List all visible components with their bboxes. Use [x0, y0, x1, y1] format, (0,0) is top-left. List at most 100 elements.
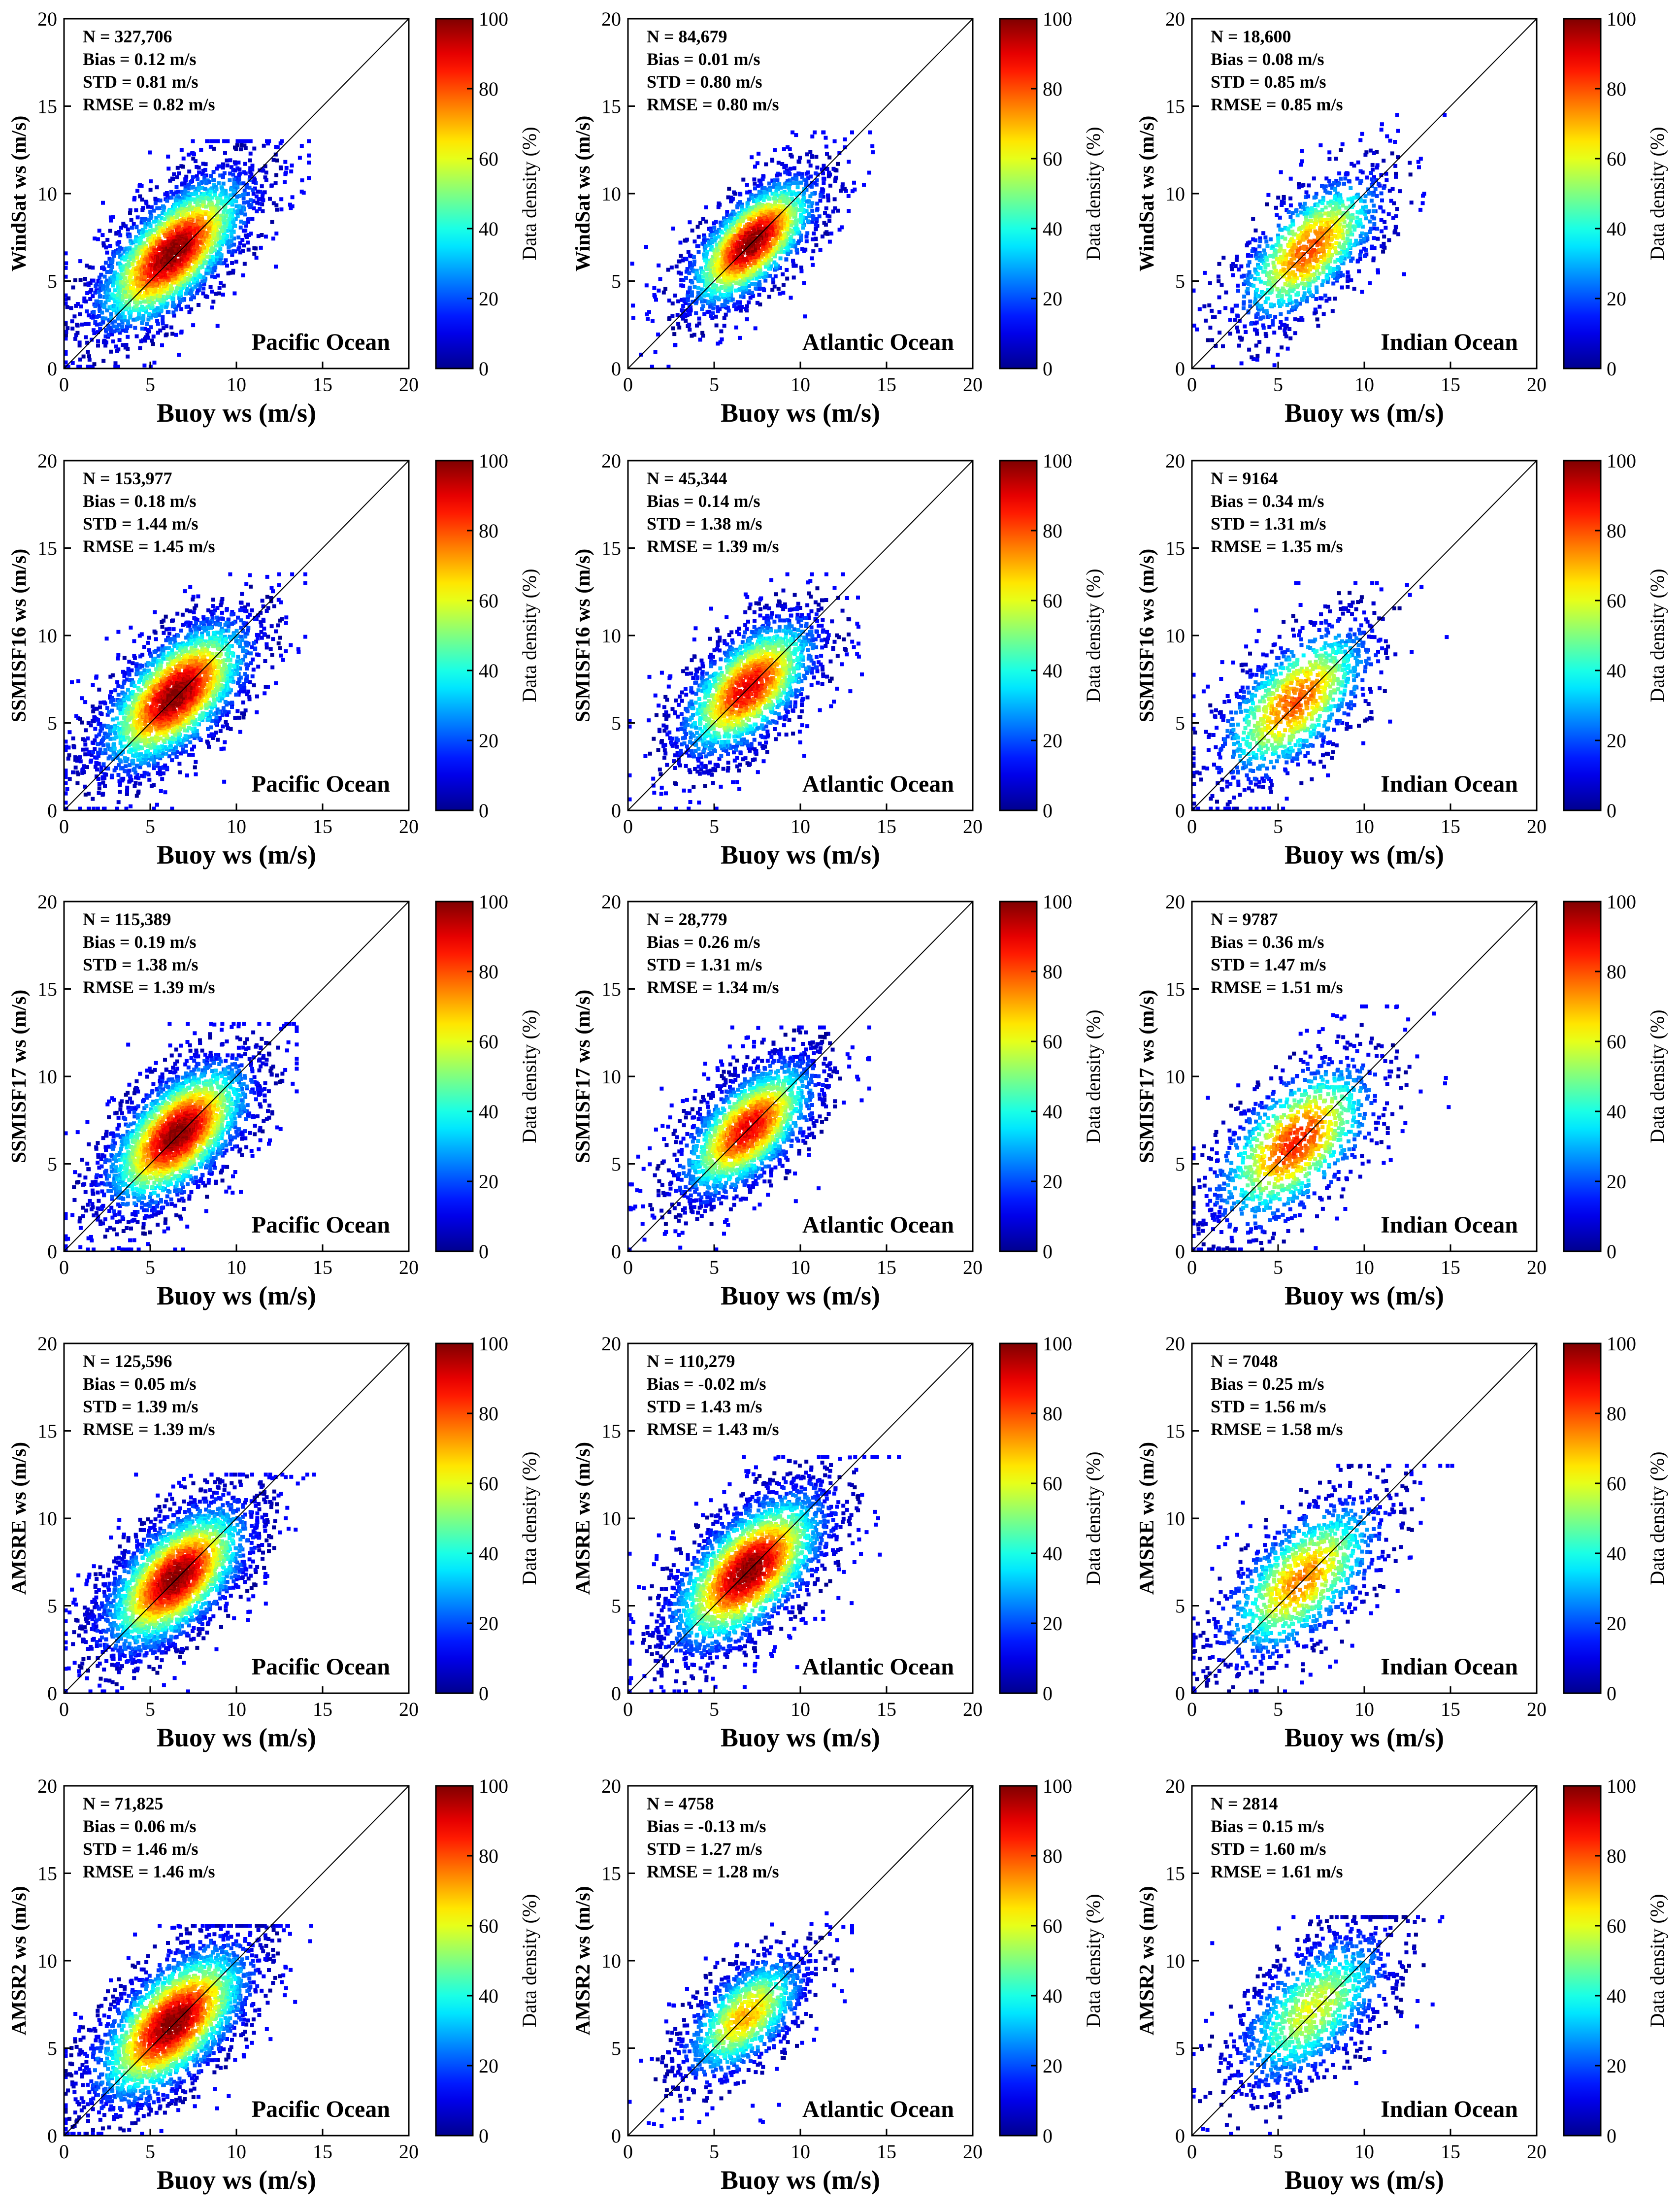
data-point	[1386, 212, 1391, 216]
data-point	[174, 196, 179, 201]
data-point	[745, 183, 749, 187]
data-point	[267, 139, 271, 143]
data-point	[270, 220, 274, 224]
data-point	[223, 200, 228, 204]
data-point	[747, 284, 751, 288]
data-point	[663, 287, 667, 291]
data-point	[209, 215, 214, 219]
colorbar	[435, 18, 474, 369]
data-point	[810, 208, 815, 213]
data-point	[208, 190, 213, 194]
data-point	[187, 169, 192, 174]
data-point	[230, 251, 234, 256]
data-point	[681, 316, 685, 321]
data-point	[248, 151, 253, 156]
data-point	[274, 232, 279, 235]
data-point	[816, 172, 820, 177]
data-point	[1380, 198, 1384, 202]
data-point	[155, 240, 159, 244]
data-point	[702, 242, 706, 246]
x-tick-label: 20	[963, 373, 983, 396]
data-point	[66, 365, 70, 368]
data-point	[97, 314, 101, 318]
data-point	[1266, 346, 1271, 351]
data-point	[684, 276, 688, 280]
data-point	[193, 285, 198, 289]
scatter-points	[1192, 113, 1447, 368]
region-label: Pacific Ocean	[252, 329, 390, 355]
data-point	[150, 258, 155, 263]
data-point	[122, 249, 127, 254]
data-point	[157, 292, 162, 296]
data-point	[234, 260, 238, 264]
data-point	[193, 200, 198, 204]
data-point	[779, 185, 783, 190]
data-point	[159, 287, 163, 292]
data-point	[230, 239, 234, 243]
data-point	[202, 174, 207, 179]
data-point	[1295, 302, 1299, 307]
data-point	[771, 277, 775, 282]
data-point	[750, 294, 755, 299]
data-point	[162, 205, 166, 210]
data-point	[1211, 365, 1215, 368]
data-point	[116, 365, 120, 368]
data-point	[172, 221, 176, 225]
data-point	[1244, 330, 1248, 334]
data-point	[254, 256, 259, 260]
data-point	[269, 184, 274, 188]
data-point	[781, 291, 786, 295]
data-point	[686, 250, 691, 254]
data-point	[110, 320, 115, 325]
data-point	[679, 254, 683, 258]
data-point	[1208, 326, 1213, 330]
data-point	[106, 333, 111, 337]
data-point	[630, 262, 634, 266]
data-point	[1255, 332, 1259, 336]
data-point	[789, 296, 793, 300]
data-point	[111, 283, 115, 288]
data-point	[136, 316, 141, 320]
data-point	[695, 271, 699, 276]
data-point	[123, 290, 128, 294]
data-point	[1367, 191, 1371, 196]
data-point	[788, 167, 792, 171]
data-point	[766, 188, 770, 192]
data-point	[123, 257, 128, 262]
data-point	[144, 335, 148, 339]
data-point	[666, 268, 670, 272]
data-point	[1288, 203, 1293, 207]
data-point	[192, 260, 197, 264]
data-point	[218, 238, 223, 243]
data-point	[299, 189, 304, 194]
data-point	[198, 199, 202, 203]
data-point	[151, 342, 155, 346]
data-point	[215, 215, 219, 219]
data-point	[751, 267, 755, 270]
data-point	[708, 241, 713, 245]
data-point	[768, 246, 773, 251]
data-point	[673, 293, 677, 298]
data-point	[162, 231, 166, 235]
data-point	[824, 135, 828, 140]
data-point	[264, 170, 268, 175]
data-point	[251, 199, 256, 203]
data-point	[83, 277, 87, 281]
data-point	[1230, 267, 1234, 271]
data-point	[1389, 199, 1393, 203]
data-point	[132, 258, 136, 263]
data-point	[822, 130, 826, 134]
data-point	[735, 240, 740, 244]
data-point	[1349, 259, 1353, 263]
data-point	[732, 217, 737, 222]
data-point	[130, 278, 134, 283]
data-point	[1314, 310, 1318, 314]
data-point	[723, 303, 727, 307]
data-point	[720, 337, 724, 341]
data-point	[103, 316, 108, 321]
y-tick-label: 10	[601, 183, 621, 205]
data-point	[110, 332, 114, 336]
data-point	[253, 186, 257, 191]
data-point	[188, 203, 192, 208]
data-point	[686, 293, 690, 298]
